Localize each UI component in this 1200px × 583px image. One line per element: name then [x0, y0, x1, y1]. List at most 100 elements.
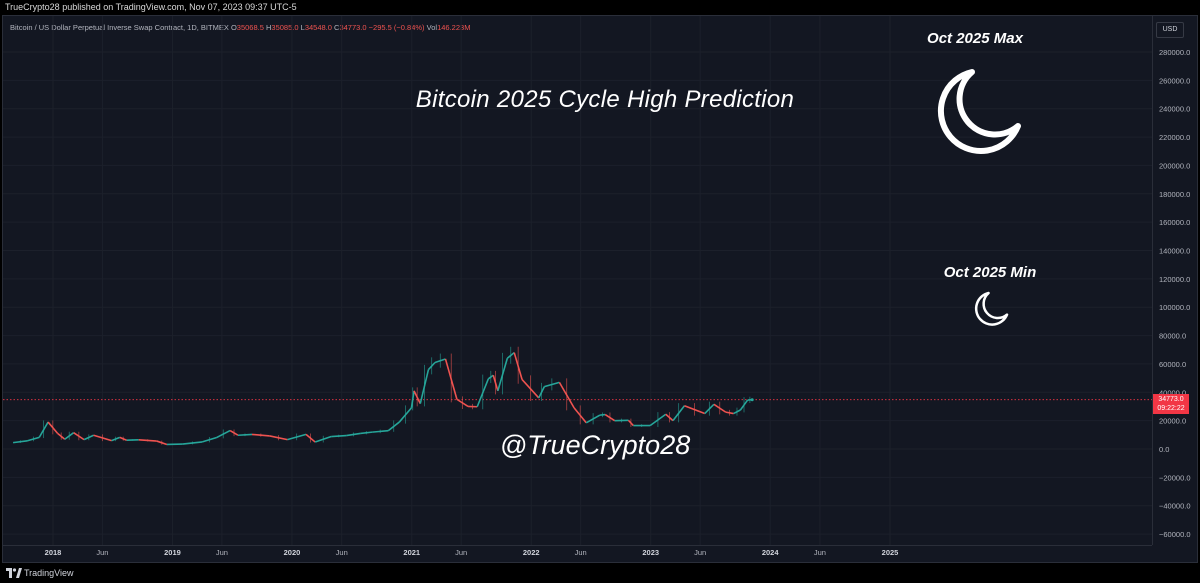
price-segment: [119, 436, 127, 441]
price-segment: [251, 433, 270, 437]
price-segment: [521, 378, 540, 399]
x-tick-label: Jun: [694, 548, 706, 557]
open-key: O: [230, 23, 237, 32]
price-segment: [427, 361, 436, 371]
price-segment: [182, 441, 203, 445]
price-segment: [287, 433, 307, 441]
price-segment: [627, 419, 634, 427]
x-tick-label: 2022: [523, 548, 540, 557]
price-segment: [47, 421, 59, 434]
price-segment: [410, 390, 415, 409]
price-segment: [305, 433, 316, 443]
price-segment: [73, 432, 85, 441]
price-segment: [684, 405, 706, 415]
price-segment: [237, 433, 253, 437]
y-tick-label: 220000.0: [1159, 133, 1190, 142]
price-segment: [156, 440, 168, 446]
price-segment: [387, 421, 400, 432]
price-segment: [346, 432, 361, 437]
price-segment: [38, 421, 49, 438]
price-segment: [487, 374, 494, 380]
close-key: C: [334, 23, 340, 32]
x-tick-label: Jun: [575, 548, 587, 557]
y-tick-label: −40000.0: [1159, 502, 1191, 511]
y-tick-label: 80000.0: [1159, 332, 1186, 341]
x-tick-label: Jun: [336, 548, 348, 557]
max-label-annotation: Oct 2025 Max: [927, 30, 1023, 47]
price-segment: [64, 432, 75, 440]
price-segment: [492, 375, 499, 392]
last-price-countdown: 09:22:22: [1157, 405, 1185, 412]
y-tick-label: 200000.0: [1159, 161, 1190, 170]
x-tick-label: Jun: [96, 548, 108, 557]
x-tick-label: 2023: [642, 548, 659, 557]
currency-button[interactable]: USD: [1156, 22, 1184, 38]
price-segment: [497, 358, 509, 392]
price-segment: [331, 434, 347, 438]
price-segment: [725, 411, 734, 415]
volume-value: 146.223M: [437, 23, 471, 32]
change-value: −295.5 (−0.84%): [368, 23, 425, 32]
y-tick-label: 160000.0: [1159, 218, 1190, 227]
price-segment: [413, 390, 421, 404]
min-label-annotation: Oct 2025 Min: [943, 264, 1037, 281]
chart-pane[interactable]: [2, 15, 1198, 563]
price-segment: [93, 434, 112, 442]
price-segment: [704, 403, 715, 415]
author-handle-annotation: @TrueCrypto28: [499, 430, 691, 460]
x-tick-label: 2020: [284, 548, 301, 557]
price-segment: [269, 435, 288, 441]
high-key: H: [266, 23, 272, 32]
price-segment: [558, 381, 575, 409]
x-tick-label: 2024: [762, 548, 780, 557]
price-segment: [419, 369, 430, 404]
price-segment: [733, 409, 741, 415]
y-tick-label: −60000.0: [1159, 530, 1191, 539]
price-segment: [476, 378, 490, 408]
price-segment: [398, 407, 413, 423]
close-value: 34773.0: [339, 23, 367, 32]
price-segment: [111, 436, 121, 442]
price-axis-separator: [1152, 16, 1153, 545]
chart-title-annotation: Bitcoin 2025 Cycle High Prediction: [415, 86, 795, 113]
x-tick-label: 2019: [164, 548, 181, 557]
y-tick-label: 0.0: [1159, 445, 1169, 454]
y-tick-label: 280000.0: [1159, 48, 1190, 57]
y-tick-label: −20000.0: [1159, 473, 1191, 482]
price-segment: [649, 413, 667, 427]
volume-key: Vol: [426, 23, 438, 32]
y-tick-label: 20000.0: [1159, 417, 1186, 426]
crescent-moon-icon: [938, 69, 1021, 154]
price-segment: [585, 414, 601, 424]
open-value: 35068.5: [236, 23, 264, 32]
crescent-moon-icon: [974, 291, 1009, 326]
y-tick-label: 180000.0: [1159, 190, 1190, 199]
price-segment: [544, 381, 560, 388]
price-segment: [444, 358, 458, 400]
low-key: L: [300, 23, 305, 32]
price-segment: [202, 436, 217, 443]
published-header: TrueCrypto28 published on TradingView.co…: [0, 0, 1200, 15]
published-line: TrueCrypto28 published on TradingView.co…: [5, 2, 297, 12]
high-value: 35085.0: [271, 23, 299, 32]
footer-bar: TradingView: [0, 563, 1200, 583]
price-segment: [538, 386, 546, 399]
price-segment: [314, 435, 332, 443]
price-segment: [57, 432, 66, 440]
price-segment: [739, 399, 749, 411]
price-segment: [604, 413, 616, 422]
x-tick-label: 2018: [45, 548, 62, 557]
y-tick-label: 140000.0: [1159, 247, 1190, 256]
price-segment: [83, 434, 94, 441]
y-tick-label: 60000.0: [1159, 360, 1186, 369]
low-value: 34548.0: [304, 23, 332, 32]
price-segment: [229, 429, 239, 436]
price-segment: [360, 431, 373, 435]
footer-brand: TradingView: [24, 568, 74, 578]
tradingview-logo-icon: [6, 568, 22, 578]
symbol-legend: Bitcoin / US Dollar Perpetual Inverse Sw…: [10, 22, 470, 33]
last-price-tag: 34773.0 09:22:22: [1153, 394, 1189, 414]
x-tick-label: Jun: [814, 548, 826, 557]
price-segment: [138, 438, 157, 442]
